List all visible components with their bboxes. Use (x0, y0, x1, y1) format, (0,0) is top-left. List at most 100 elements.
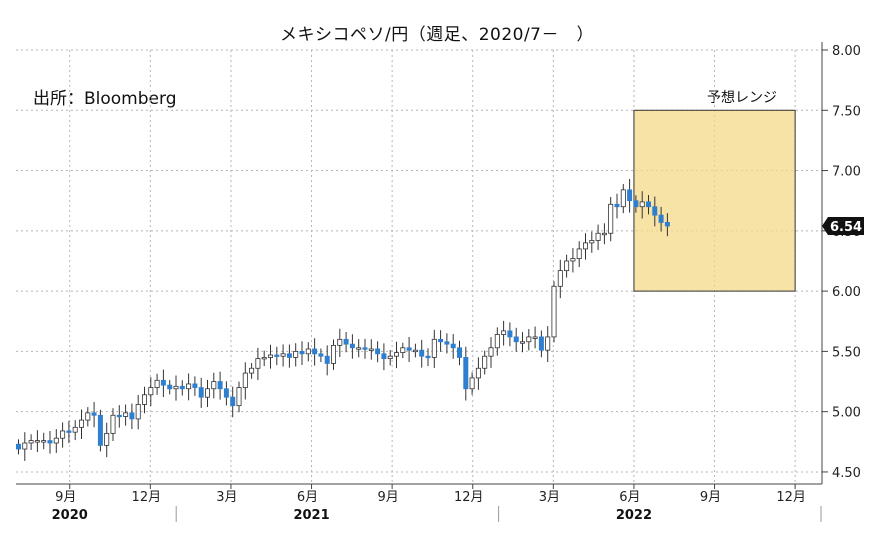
candle (179, 380, 185, 396)
candle (305, 342, 311, 362)
candle (557, 259, 563, 299)
candle (419, 339, 425, 368)
x-tick-label: 12月 (132, 490, 162, 505)
candle (482, 350, 488, 375)
candle (646, 194, 652, 215)
candle (110, 408, 116, 442)
y-tick-label: 5.00 (832, 406, 861, 421)
candle (160, 369, 166, 397)
x-tick-label: 9月 (55, 490, 76, 505)
forecast-range-label: 予想レンジ (707, 90, 777, 106)
candle (236, 381, 242, 413)
x-year-label: 2021 (293, 508, 329, 523)
candle (431, 329, 437, 368)
candle (79, 409, 85, 440)
candle (601, 223, 607, 245)
candle (299, 341, 305, 366)
candle (633, 195, 639, 213)
candle (614, 193, 620, 219)
candle (28, 434, 34, 451)
candle (349, 334, 355, 359)
candle (456, 340, 462, 366)
candle (230, 386, 236, 418)
candle (211, 372, 217, 399)
y-tick-label: 7.00 (832, 165, 861, 180)
candle (217, 371, 223, 400)
candle (368, 339, 374, 360)
candle (532, 326, 538, 349)
candle (362, 338, 368, 359)
candle (267, 344, 273, 369)
x-tick-label: 6月 (619, 490, 640, 505)
source-label: 出所：Bloomberg (33, 89, 177, 109)
y-tick-label: 5.50 (832, 345, 861, 360)
candle (450, 334, 456, 359)
candle (318, 348, 324, 363)
candle (223, 381, 229, 406)
candle (135, 394, 141, 430)
candle (41, 432, 47, 450)
candle (186, 373, 192, 401)
candle (551, 281, 557, 343)
candle (66, 420, 72, 444)
candle (330, 339, 336, 370)
candle (589, 231, 595, 253)
candle (425, 348, 431, 367)
candle (60, 422, 66, 448)
candle (488, 337, 494, 368)
candle (293, 343, 299, 367)
y-tick-label: 7.50 (832, 104, 861, 119)
candle (116, 405, 122, 428)
candle (167, 380, 173, 395)
candle (274, 346, 280, 366)
candle (204, 379, 210, 407)
candle (343, 331, 349, 353)
candle (583, 233, 589, 260)
candle (526, 329, 532, 351)
last-price-value: 6.54 (830, 220, 862, 235)
candle (356, 339, 362, 358)
time-axis: 9月 12月 3月 6月 9月 12月 3月 6月 9月 12月 2020 2021 2022 (52, 484, 822, 523)
x-year-label: 2020 (52, 508, 88, 523)
y-tick-label: 6.00 (832, 285, 861, 300)
x-year-label: 2022 (616, 508, 652, 523)
candle (652, 196, 658, 227)
candle (242, 362, 248, 400)
candle (148, 377, 154, 407)
candle (664, 213, 670, 237)
candle (154, 373, 160, 395)
y-tick-label: 8.00 (832, 44, 861, 59)
x-tick-label: 12月 (776, 490, 806, 505)
candle (406, 336, 412, 363)
candle (412, 343, 418, 358)
candle (438, 330, 444, 352)
last-price-badge (822, 217, 864, 236)
x-tick-label: 9月 (700, 490, 721, 505)
candle (400, 342, 406, 359)
candle (91, 402, 97, 428)
candle (173, 375, 179, 401)
x-tick-label: 12月 (454, 490, 484, 505)
candle (469, 372, 475, 395)
candle (639, 191, 645, 219)
candle (608, 197, 614, 242)
candle (72, 420, 78, 441)
candle (444, 333, 450, 354)
candle (393, 341, 399, 369)
chart-title: メキシコペソ/円（週足、2020/7－ ） (279, 25, 595, 45)
candle (507, 322, 513, 347)
candle (658, 206, 664, 232)
candle (627, 178, 633, 213)
candle (570, 248, 576, 273)
candle (337, 328, 343, 357)
candle (249, 363, 255, 379)
candle (104, 422, 110, 458)
candle (198, 377, 204, 408)
candle (324, 345, 330, 376)
candle (494, 327, 500, 356)
candle (312, 338, 318, 366)
candle (576, 241, 582, 268)
forecast-range-box (633, 109, 796, 292)
y-tick-label: 4.50 (832, 466, 861, 481)
candle (47, 430, 53, 454)
